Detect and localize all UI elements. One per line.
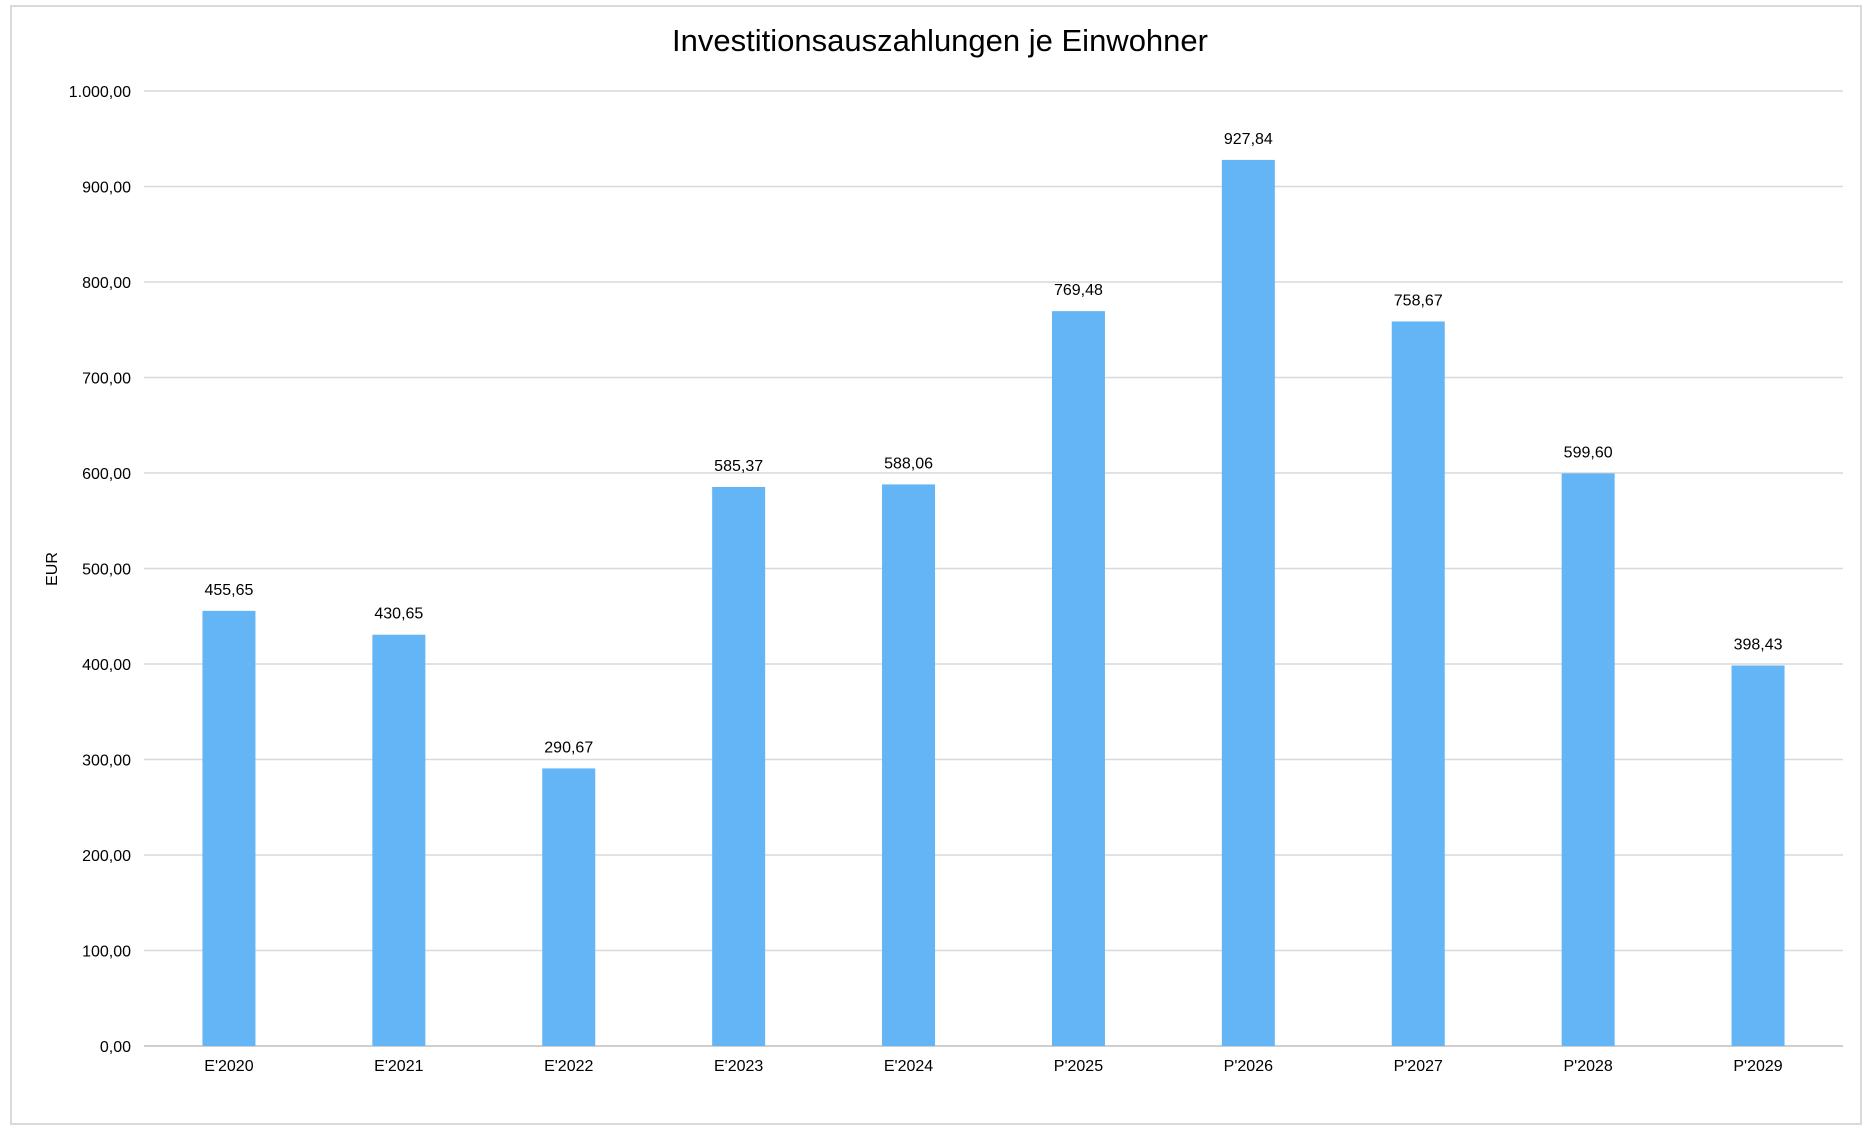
data-label: 599,60 xyxy=(1564,444,1613,461)
bar xyxy=(1391,321,1445,1046)
x-tick-label: P'2029 xyxy=(1733,1058,1782,1075)
bar xyxy=(882,484,936,1046)
bars xyxy=(202,159,1785,1047)
x-tick-label: P'2027 xyxy=(1394,1058,1443,1075)
gridlines xyxy=(144,90,1843,1047)
data-label: 290,67 xyxy=(544,739,593,756)
bar xyxy=(712,486,766,1046)
data-label: 398,43 xyxy=(1734,636,1783,653)
data-label: 927,84 xyxy=(1224,131,1273,148)
y-tick-label: 600,00 xyxy=(82,466,131,483)
data-label: 588,06 xyxy=(884,455,933,472)
y-tick-label: 400,00 xyxy=(82,657,131,674)
y-tick-label: 800,00 xyxy=(82,275,131,292)
y-tick-label: 0,00 xyxy=(100,1039,131,1056)
bar xyxy=(1221,159,1275,1047)
y-tick-label: 200,00 xyxy=(82,848,131,865)
chart-title: Investitionsauszahlungen je Einwohner xyxy=(672,23,1208,58)
data-label: 455,65 xyxy=(204,582,253,599)
chart-frame xyxy=(10,5,1862,1125)
y-tick-label: 300,00 xyxy=(82,753,131,770)
x-tick-label: P'2028 xyxy=(1563,1058,1612,1075)
x-tick-label: E'2024 xyxy=(884,1058,933,1075)
data-label: 769,48 xyxy=(1054,282,1103,299)
data-labels: 455,65 430,65 290,67 585,37 588,06 769,48 927,… xyxy=(204,131,1782,756)
bar xyxy=(1051,311,1105,1046)
y-tick-label: 500,00 xyxy=(82,562,131,579)
x-tick-label: E'2020 xyxy=(204,1058,253,1075)
x-tick-label: P'2026 xyxy=(1224,1058,1273,1075)
bar xyxy=(1561,473,1615,1047)
y-axis-title: EUR xyxy=(44,552,61,586)
y-tick-label: 900,00 xyxy=(82,180,131,197)
data-label: 585,37 xyxy=(714,458,763,475)
x-tick-label: E'2021 xyxy=(374,1058,423,1075)
bar xyxy=(372,634,426,1046)
data-label: 758,67 xyxy=(1394,292,1443,309)
y-tick-label: 100,00 xyxy=(82,944,131,961)
bar-chart: Investitionsauszahlungen je Einwohner EU… xyxy=(44,23,1843,1075)
x-tick-label: E'2023 xyxy=(714,1058,763,1075)
bar xyxy=(202,610,256,1046)
x-axis-ticks: E'2020 E'2021 E'2022 E'2023 E'2024 P'2025 P'20… xyxy=(204,1058,1783,1075)
y-axis-ticks: 0,00 100,00 200,00 300,00 400,00 500,00 600,00… xyxy=(69,84,131,1056)
y-tick-label: 1.000,00 xyxy=(69,84,131,101)
y-tick-label: 700,00 xyxy=(82,371,131,388)
x-tick-label: P'2025 xyxy=(1054,1058,1103,1075)
bar xyxy=(542,768,596,1046)
data-label: 430,65 xyxy=(374,606,423,623)
x-tick-label: E'2022 xyxy=(544,1058,593,1075)
bar xyxy=(1731,665,1785,1046)
